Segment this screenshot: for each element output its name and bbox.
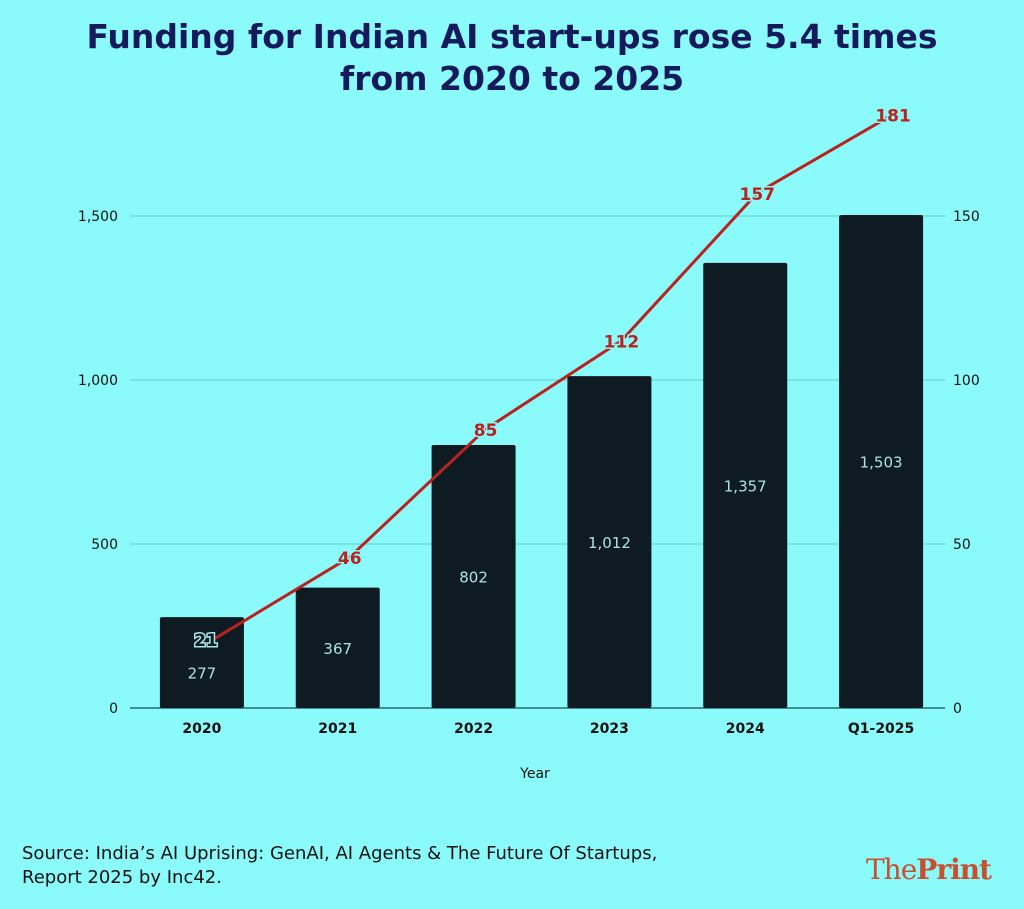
line-point-label: 157 — [740, 185, 776, 205]
right-axis-tick-label: 150 — [953, 209, 980, 225]
line-point-label: 85 — [474, 421, 498, 441]
source-line-1: Source: India’s AI Uprising: GenAI, AI A… — [22, 843, 658, 864]
x-tick-label: 2022 — [454, 721, 493, 737]
bar-value-label: 1,357 — [724, 477, 767, 495]
line-point-label: 21 — [194, 631, 218, 651]
chart-title: Funding for Indian AI start-ups rose 5.4… — [0, 16, 1024, 100]
title-line-1: Funding for Indian AI start-ups rose 5.4… — [86, 17, 938, 56]
left-axis-tick-label: 1,000 — [78, 373, 118, 389]
theprint-logo: ThePrint — [866, 853, 992, 886]
bar — [431, 444, 516, 708]
left-axis-tick-label: 500 — [91, 537, 118, 553]
x-tick-label: 2021 — [318, 721, 357, 737]
x-tick-label: 2024 — [726, 721, 765, 737]
bar-value-label: 1,503 — [860, 454, 903, 472]
line-point-label: 46 — [338, 549, 362, 569]
right-axis-tick-label: 100 — [953, 373, 980, 389]
bar — [295, 587, 380, 708]
line-series — [213, 113, 894, 641]
logo-print: Print — [916, 853, 992, 886]
x-tick-label: 2023 — [590, 721, 629, 737]
bar — [703, 262, 788, 708]
right-axis-tick-label: 0 — [953, 701, 962, 717]
bar-value-label: 802 — [459, 568, 488, 586]
left-axis-tick-label: 0 — [109, 701, 118, 717]
logo-the: The — [866, 853, 917, 886]
bar-value-label: 277 — [188, 665, 217, 683]
x-tick-label: Q1-2025 — [848, 721, 914, 737]
bar-value-label: 367 — [323, 640, 352, 658]
x-axis-title: Year — [519, 766, 550, 782]
right-axis-tick-label: 50 — [953, 537, 971, 553]
bar-value-label: 1,012 — [588, 534, 631, 552]
source-line-2: Report 2025 by Inc42. — [22, 867, 222, 888]
bar — [567, 376, 652, 708]
title-line-2: from 2020 to 2025 — [339, 59, 685, 98]
bar — [159, 617, 244, 708]
line-point-label: 181 — [875, 106, 911, 126]
chart-area: 0 500 1,000 1,500 0 50 100 150 277 2020 367 2021 802… — [78, 105, 980, 782]
bar — [839, 215, 924, 709]
left-axis-tick-label: 1,500 — [78, 209, 118, 225]
x-tick-label: 2020 — [182, 721, 221, 737]
line-point-label: 112 — [604, 333, 640, 353]
source-note: Source: India’s AI Uprising: GenAI, AI A… — [22, 842, 657, 890]
